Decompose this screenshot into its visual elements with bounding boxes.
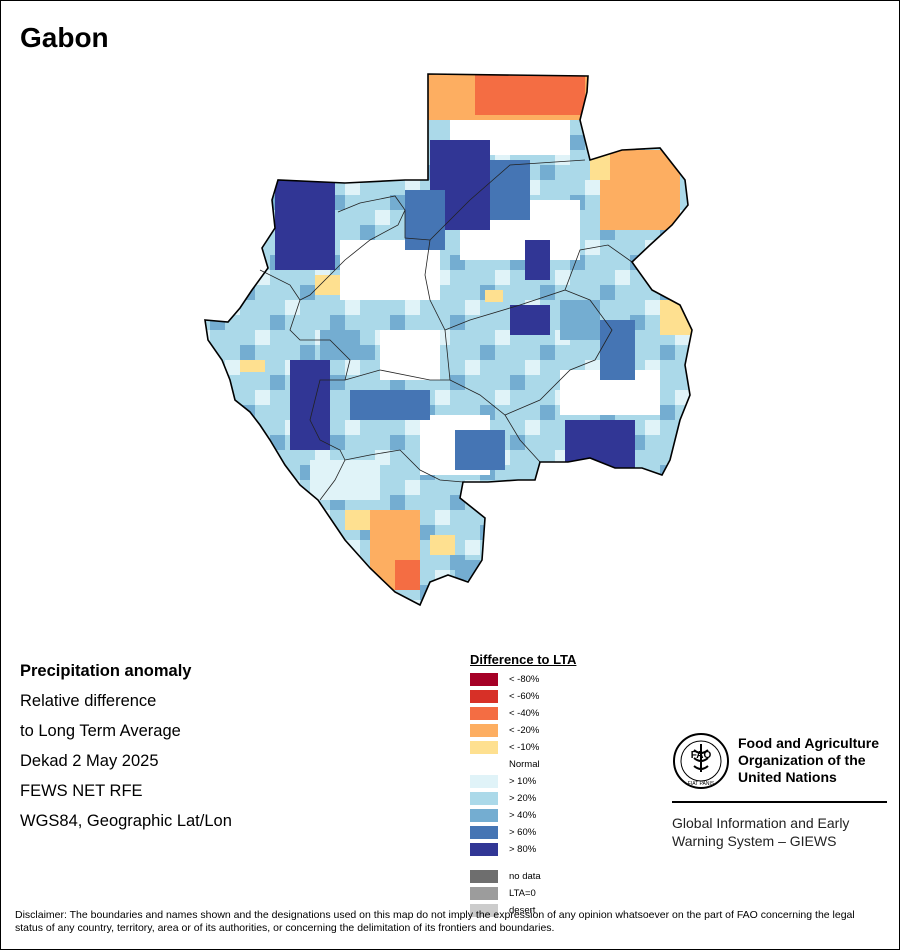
fao-name-line-1: Food and Agriculture: [738, 735, 880, 751]
legend-item-label: > 60%: [509, 827, 537, 838]
legend-extra-item-label: desert: [509, 905, 536, 916]
legend-item-swatch: [470, 741, 498, 754]
map-title: Gabon: [20, 22, 109, 53]
legend-item-swatch: [470, 707, 498, 720]
legend-item-swatch: [470, 826, 498, 839]
info-line-5: WGS84, Geographic Lat/Lon: [20, 812, 232, 830]
legend-item-label: < -40%: [509, 708, 540, 719]
legend-item-row: > 80%: [470, 841, 576, 858]
giews-label: Global Information and Early Warning Sys…: [672, 814, 849, 850]
legend-item-swatch: [470, 690, 498, 703]
legend-items: < -80% < -60% < -40% < -20% < -10% Normal > 10…: [470, 671, 576, 858]
legend-title: Difference to LTA: [470, 652, 577, 667]
legend-extra-item-swatch: [470, 904, 498, 917]
legend-item-row: > 40%: [470, 807, 576, 824]
legend-item-swatch: [470, 843, 498, 856]
legend-item-row: < -80%: [470, 671, 576, 688]
disclaimer: Disclaimer: The boundaries and names sho…: [15, 909, 855, 934]
legend-item-row: > 20%: [470, 790, 576, 807]
legend-extra-item-label: no data: [509, 871, 541, 882]
legend: Difference to LTA < -80% < -60% < -40% < -2…: [470, 652, 576, 919]
fao-name-line-3: United Nations: [738, 769, 837, 785]
legend-item-swatch: [470, 724, 498, 737]
legend-extra-item-swatch: [470, 870, 498, 883]
legend-item-label: < -60%: [509, 691, 540, 702]
legend-item-row: < -60%: [470, 688, 576, 705]
legend-item-row: > 60%: [470, 824, 576, 841]
legend-item-swatch: [470, 673, 498, 686]
legend-extra-item-row: no data: [470, 868, 576, 885]
info-heading: Precipitation anomaly: [20, 662, 192, 680]
fao-logo-icon: FAO FIAT PANIS: [673, 733, 729, 789]
legend-item-label: < -10%: [509, 742, 540, 753]
legend-item-label: > 20%: [509, 793, 537, 804]
fao-branding: FAO FIAT PANIS Food and Agriculture Orga…: [672, 732, 887, 849]
legend-item-row: < -20%: [470, 722, 576, 739]
legend-item-row: > 10%: [470, 773, 576, 790]
legend-extra-items: no data LTA=0 desert: [470, 868, 576, 919]
legend-extra-item-swatch: [470, 887, 498, 900]
legend-item-swatch: [470, 792, 498, 805]
fao-name-line-2: Organization of the: [738, 752, 866, 768]
legend-item-swatch: [470, 775, 498, 788]
legend-extra-item-row: desert: [470, 902, 576, 919]
legend-item-label: > 10%: [509, 776, 537, 787]
legend-item-label: > 40%: [509, 810, 537, 821]
info-line-2: to Long Term Average: [20, 722, 181, 740]
legend-item-swatch: [470, 809, 498, 822]
legend-item-row: Normal: [470, 756, 576, 773]
legend-item-row: < -40%: [470, 705, 576, 722]
info-line-3: Dekad 2 May 2025: [20, 752, 159, 770]
fao-logo-motto: FIAT PANIS: [688, 781, 715, 787]
legend-item-label: Normal: [509, 759, 540, 770]
map-info-block: Precipitation anomaly Relative differenc…: [20, 656, 232, 836]
legend-item-label: < -20%: [509, 725, 540, 736]
legend-item-swatch: [470, 758, 498, 771]
info-line-4: FEWS NET RFE: [20, 782, 143, 800]
giews-line-2: Warning System – GIEWS: [672, 833, 837, 849]
legend-extra-item-row: LTA=0: [470, 885, 576, 902]
legend-item-label: > 80%: [509, 844, 537, 855]
province-boundaries: [259, 159, 633, 501]
fao-logo-letters: FAO: [691, 750, 712, 761]
legend-item-label: < -80%: [509, 674, 540, 685]
info-line-1: Relative difference: [20, 692, 157, 710]
gabon-anomaly-map: [204, 73, 693, 606]
fao-divider: [672, 801, 887, 803]
legend-extra-item-label: LTA=0: [509, 888, 536, 899]
legend-item-row: < -10%: [470, 739, 576, 756]
giews-line-1: Global Information and Early: [672, 815, 850, 831]
fao-name: Food and Agriculture Organization of the…: [738, 735, 879, 786]
